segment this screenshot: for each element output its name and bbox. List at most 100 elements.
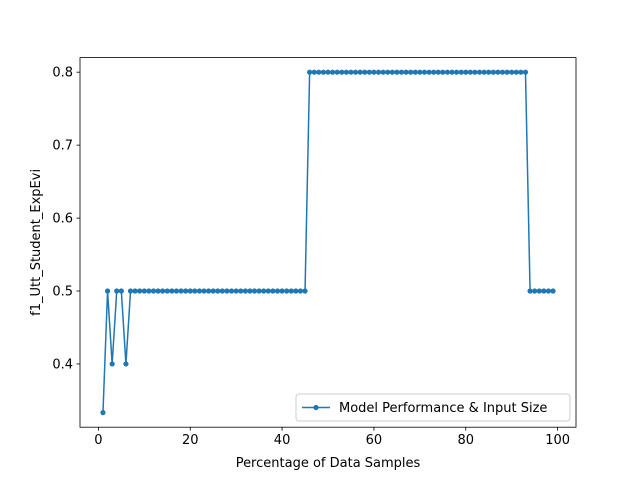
x-tick-label: 20 <box>182 433 199 448</box>
data-point <box>100 410 106 416</box>
data-point <box>536 288 542 294</box>
data-point <box>132 288 138 294</box>
data-point <box>545 288 552 294</box>
data-point <box>187 288 193 294</box>
data-point <box>150 288 157 294</box>
y-tick-label: 0.8 <box>52 66 73 81</box>
y-axis-ticks: 0.4 0.5 0.6 0.7 0.8 <box>52 66 80 372</box>
data-point <box>228 288 235 294</box>
axes-layer <box>79 57 577 428</box>
data-point <box>247 288 253 294</box>
data-point <box>362 69 368 75</box>
data-point <box>435 69 441 75</box>
data-point <box>398 69 405 75</box>
data-point <box>426 69 432 75</box>
data-point <box>118 288 124 294</box>
data-point <box>242 288 248 294</box>
data-point <box>169 288 175 294</box>
data-point <box>183 288 189 294</box>
data-point <box>201 288 207 294</box>
data-point <box>196 288 203 294</box>
data-point <box>146 288 152 294</box>
data-point <box>293 288 299 294</box>
data-point <box>371 69 377 75</box>
data-point <box>210 288 216 294</box>
y-tick-label: 0.5 <box>52 285 73 300</box>
data-point <box>114 288 120 294</box>
data-point <box>550 288 556 294</box>
data-point <box>486 69 492 75</box>
data-point <box>394 69 400 75</box>
x-tick-label: 80 <box>458 433 475 448</box>
data-point <box>476 69 483 75</box>
data-point <box>160 288 166 294</box>
data-point <box>334 69 340 75</box>
data-point <box>233 288 239 294</box>
data-point <box>348 69 354 75</box>
x-tick-label: 0 <box>94 433 102 448</box>
x-tick-label: 100 <box>545 433 570 448</box>
data-point <box>251 288 258 294</box>
data-point <box>366 69 372 75</box>
data-point <box>307 69 313 75</box>
data-point <box>453 69 460 75</box>
data-point <box>178 288 184 294</box>
data-point <box>192 288 198 294</box>
data-point <box>495 69 501 75</box>
data-point <box>375 69 382 75</box>
data-point <box>173 288 180 294</box>
data-point <box>541 288 547 294</box>
data-point <box>490 69 496 75</box>
x-axis-ticks: 0 20 40 60 80 100 <box>94 427 570 448</box>
data-point <box>137 288 143 294</box>
data-point <box>509 69 515 75</box>
data-point <box>444 69 451 75</box>
data-point <box>527 288 533 294</box>
data-point <box>224 288 230 294</box>
data-point <box>403 69 409 75</box>
data-point <box>513 69 519 75</box>
data-point <box>219 288 225 294</box>
data-point <box>109 361 115 367</box>
data-point <box>389 69 395 75</box>
data-point <box>104 288 111 294</box>
data-point <box>440 69 446 75</box>
data-point <box>421 69 428 75</box>
data-point <box>463 69 469 75</box>
data-point <box>449 69 455 75</box>
data-point <box>357 69 363 75</box>
data-point <box>343 69 349 75</box>
data-point <box>284 288 290 294</box>
data-point <box>320 69 327 75</box>
data-point <box>302 288 308 294</box>
legend-frame <box>295 393 571 422</box>
data-point <box>481 69 487 75</box>
data-point <box>215 288 221 294</box>
data-point <box>458 69 464 75</box>
y-tick-label: 0.6 <box>52 212 73 227</box>
data-point <box>467 69 473 75</box>
data-point <box>288 288 294 294</box>
y-axis-label: f1_Utt_Student_ExpEvi <box>29 169 44 316</box>
data-point <box>270 288 276 294</box>
data-point <box>408 69 414 75</box>
data-point <box>472 69 478 75</box>
data-point <box>380 69 386 75</box>
data-point <box>155 288 161 294</box>
data-point <box>127 288 134 294</box>
data-point <box>205 288 212 294</box>
x-tick-label: 60 <box>366 433 383 448</box>
data-point <box>352 69 359 75</box>
legend: Model Performance & Input Size <box>295 393 571 422</box>
data-point <box>297 288 304 294</box>
data-point <box>522 69 529 75</box>
data-point <box>311 69 317 75</box>
data-point <box>532 288 538 294</box>
data-point <box>417 69 423 75</box>
data-point <box>164 288 170 294</box>
plot-area <box>80 57 576 428</box>
data-point <box>412 69 418 75</box>
data-point <box>279 288 285 294</box>
data-point <box>261 288 267 294</box>
